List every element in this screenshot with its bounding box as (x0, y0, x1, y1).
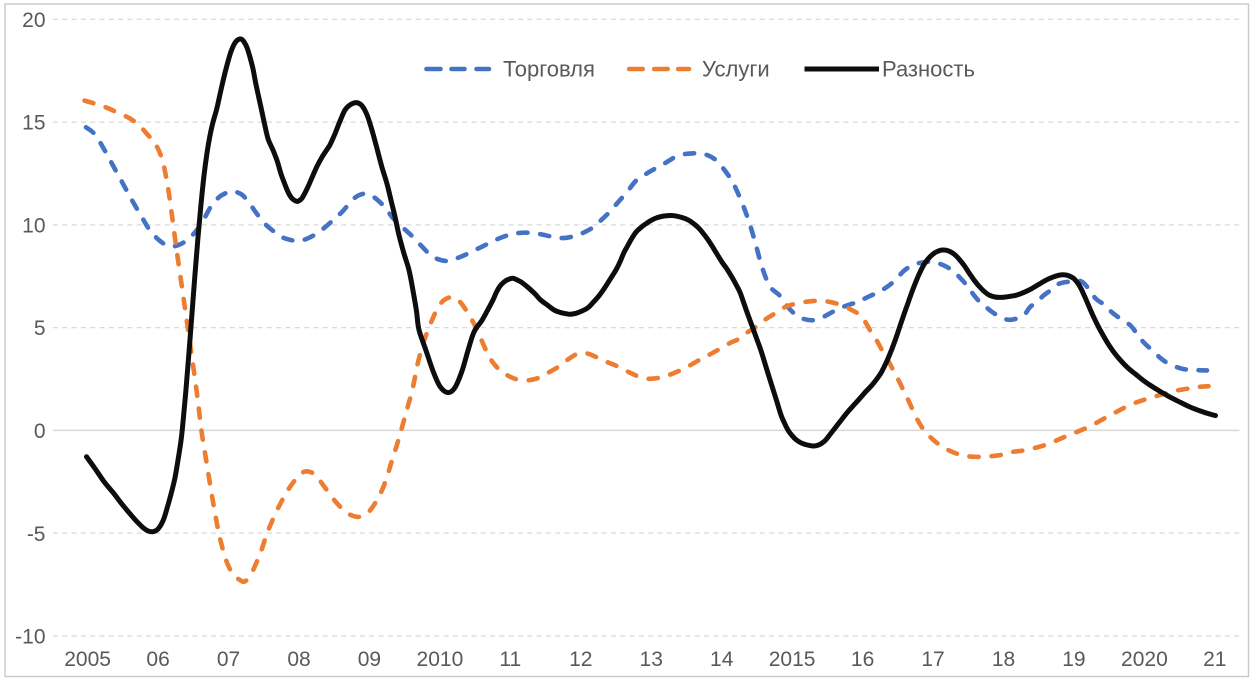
svg-text:10: 10 (22, 215, 45, 238)
svg-text:Торговля: Торговля (503, 57, 595, 82)
svg-text:0: 0 (34, 420, 46, 443)
svg-text:16: 16 (851, 648, 874, 671)
svg-text:2005: 2005 (64, 648, 111, 671)
svg-text:Услуги: Услуги (702, 57, 770, 82)
svg-text:15: 15 (22, 112, 45, 135)
svg-text:-10: -10 (15, 626, 45, 649)
svg-text:06: 06 (146, 648, 169, 671)
svg-text:21: 21 (1203, 648, 1226, 671)
svg-text:11: 11 (499, 648, 521, 671)
svg-text:Разность: Разность (882, 57, 975, 82)
svg-text:09: 09 (358, 648, 381, 671)
svg-text:2020: 2020 (1121, 648, 1168, 671)
svg-text:18: 18 (992, 648, 1015, 671)
svg-text:14: 14 (710, 648, 734, 671)
svg-text:07: 07 (217, 648, 240, 671)
svg-text:2010: 2010 (417, 648, 464, 671)
svg-text:2015: 2015 (769, 648, 816, 671)
svg-text:13: 13 (640, 648, 663, 671)
svg-text:5: 5 (34, 317, 46, 340)
svg-text:19: 19 (1062, 648, 1085, 671)
svg-text:-5: -5 (27, 523, 46, 546)
svg-text:17: 17 (921, 648, 944, 671)
svg-text:08: 08 (287, 648, 310, 671)
svg-text:12: 12 (569, 648, 592, 671)
svg-text:20: 20 (22, 9, 45, 32)
